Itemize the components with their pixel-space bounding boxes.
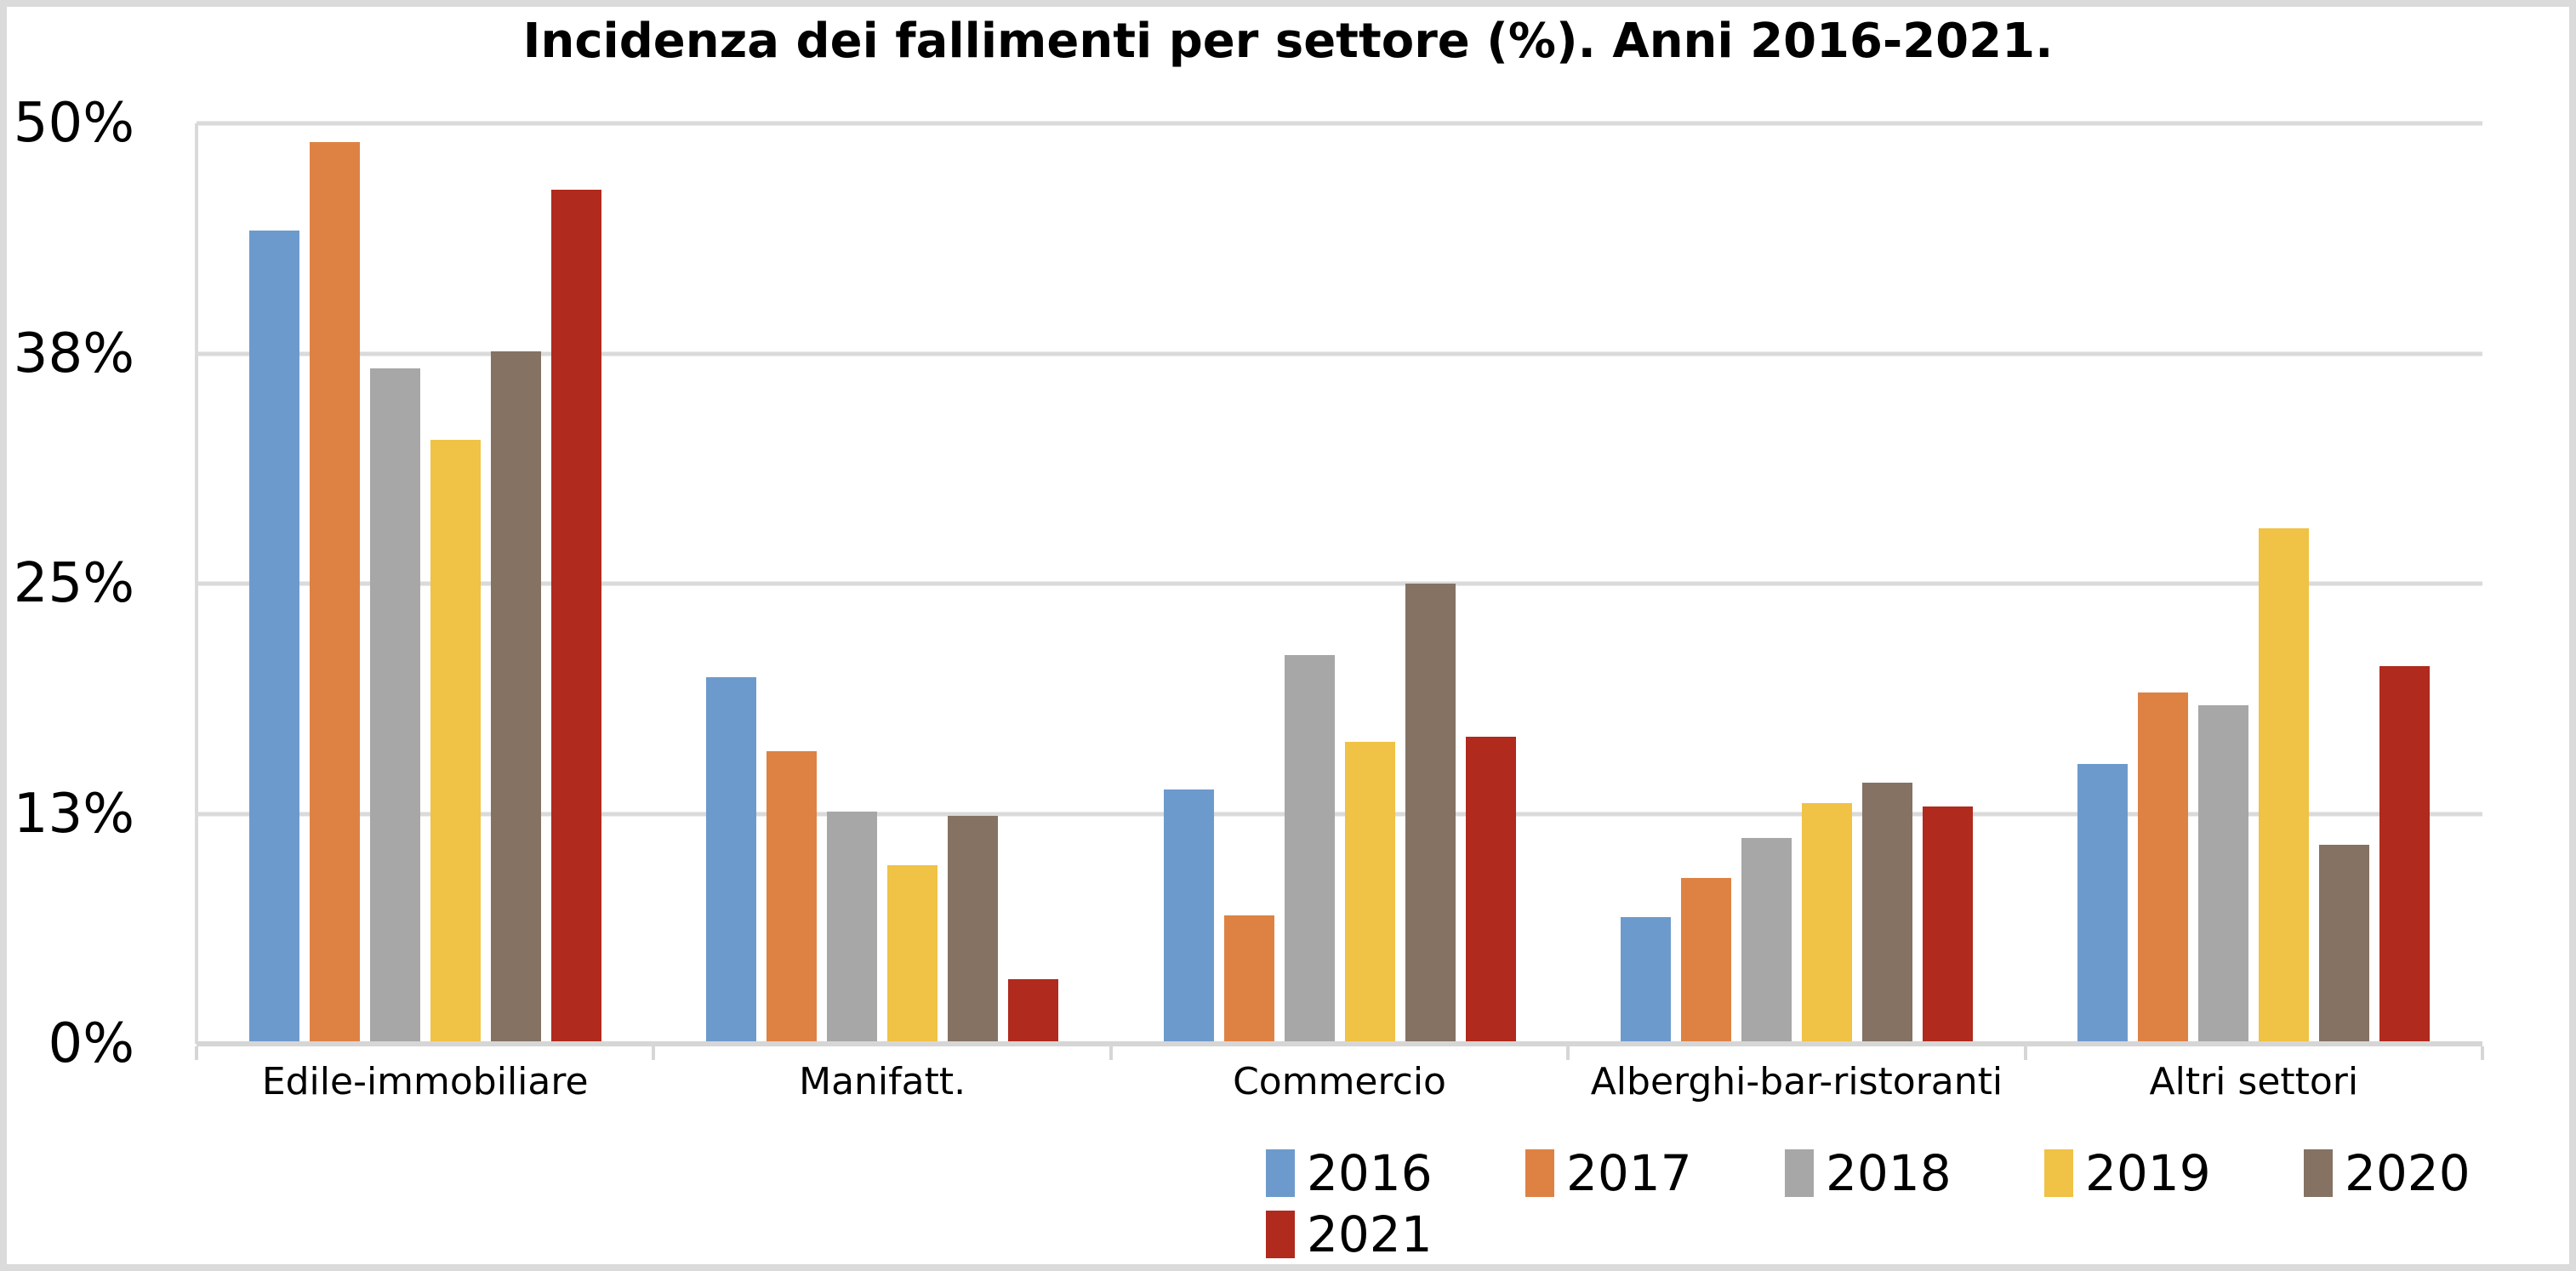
chart-title: Incidenza dei fallimenti per settore (%)… xyxy=(522,14,2054,69)
legend-swatch-2021 xyxy=(1266,1211,1295,1258)
y-tick-label: 25% xyxy=(13,552,134,615)
category-boundary-tick xyxy=(1566,1046,1570,1060)
gridline-50% xyxy=(197,121,2482,126)
legend-swatch-2019 xyxy=(2044,1149,2073,1197)
gridline-38% xyxy=(197,351,2482,356)
legend-swatch-2020 xyxy=(2304,1149,2333,1197)
legend-label: 2016 xyxy=(1307,1144,1433,1202)
legend-swatch-2018 xyxy=(1785,1149,1814,1197)
legend-item-2020: 2020 xyxy=(2304,1147,2563,1200)
legend-item-2021: 2021 xyxy=(1266,1208,1525,1261)
legend-item-2017: 2017 xyxy=(1525,1147,1785,1200)
bar-2016-manifatt- xyxy=(706,677,757,1044)
bar-2018-manifatt- xyxy=(827,812,878,1044)
x-label-alberghi-bar-ristoranti: Alberghi-bar-ristoranti xyxy=(1590,1060,2003,1103)
bar-group-edile-immobiliare xyxy=(197,123,653,1044)
bar-2017-manifatt- xyxy=(767,750,818,1044)
legend-swatch-2016 xyxy=(1266,1149,1295,1197)
bar-2021-edile-immobiliare xyxy=(550,189,601,1044)
category-boundary-tick xyxy=(195,1046,198,1060)
legend-item-2019: 2019 xyxy=(2044,1147,2304,1200)
x-axis-labels: Edile-immobiliare Manifatt. Commercio Alber… xyxy=(197,1060,2482,1105)
bar-2020-commercio xyxy=(1405,584,1456,1044)
bar-2018-commercio xyxy=(1284,655,1335,1044)
legend-label: 2020 xyxy=(2345,1144,2471,1202)
bar-2020-edile-immobiliare xyxy=(490,351,541,1044)
bar-2020-manifatt- xyxy=(948,815,999,1044)
category-boundary-tick xyxy=(652,1046,656,1060)
gridline-25% xyxy=(197,581,2482,586)
x-label-altri-settori: Altri settori xyxy=(2149,1060,2359,1103)
bar-2017-edile-immobiliare xyxy=(309,141,360,1044)
bar-2021-manifatt- xyxy=(1008,979,1059,1044)
legend-label: 2018 xyxy=(1826,1144,1952,1202)
legend-label: 2021 xyxy=(1307,1205,1433,1263)
bar-groups xyxy=(197,123,2482,1044)
bar-2021-altri-settori xyxy=(2379,666,2431,1044)
y-axis: 50% 38% 25% 13% 0% xyxy=(7,96,134,1071)
x-label-commercio: Commercio xyxy=(1233,1060,1446,1103)
bar-2019-altri-settori xyxy=(2259,528,2310,1044)
category-boundary-tick xyxy=(1108,1046,1113,1060)
plot-area xyxy=(195,121,2484,1060)
gridline-13% xyxy=(197,812,2482,816)
bar-2016-alberghi-bar-ristoranti xyxy=(1620,916,1671,1044)
y-axis-line xyxy=(195,123,198,1044)
bar-2017-commercio xyxy=(1223,915,1274,1044)
bar-group-manifatt- xyxy=(653,123,1110,1044)
bar-2017-altri-settori xyxy=(2138,692,2189,1044)
bar-2021-commercio xyxy=(1465,736,1516,1044)
bar-group-altri-settori xyxy=(2026,123,2482,1044)
bar-2019-alberghi-bar-ristoranti xyxy=(1801,802,1852,1044)
bar-2019-manifatt- xyxy=(887,865,938,1044)
x-label-edile-immobiliare: Edile-immobiliare xyxy=(261,1060,589,1103)
x-label-manifatt-: Manifatt. xyxy=(799,1060,966,1103)
bar-2017-alberghi-bar-ristoranti xyxy=(1680,878,1731,1044)
bar-2016-edile-immobiliare xyxy=(248,230,299,1044)
bar-2021-alberghi-bar-ristoranti xyxy=(1922,806,1973,1044)
bar-2018-alberghi-bar-ristoranti xyxy=(1741,837,1792,1044)
y-tick-label: 38% xyxy=(13,322,134,385)
bar-2018-edile-immobiliare xyxy=(369,368,420,1044)
bar-2016-commercio xyxy=(1163,789,1214,1044)
bar-group-commercio xyxy=(1111,123,1568,1044)
category-boundary-tick xyxy=(2023,1046,2027,1060)
bar-group-alberghi-bar-ristoranti xyxy=(1568,123,2025,1044)
legend-label: 2019 xyxy=(2085,1144,2211,1202)
legend-item-2018: 2018 xyxy=(1785,1147,2044,1200)
x-axis-line xyxy=(197,1041,2482,1046)
bar-2018-altri-settori xyxy=(2198,704,2249,1044)
bar-2016-altri-settori xyxy=(2077,764,2129,1044)
bar-2020-alberghi-bar-ristoranti xyxy=(1861,782,1912,1044)
bar-2019-edile-immobiliare xyxy=(430,440,481,1044)
legend-swatch-2017 xyxy=(1525,1149,1554,1197)
bar-2020-altri-settori xyxy=(2319,845,2370,1044)
legend-label: 2017 xyxy=(1566,1144,1692,1202)
y-tick-label: 13% xyxy=(13,782,134,846)
y-tick-label: 0% xyxy=(48,1012,134,1075)
y-tick-label: 50% xyxy=(13,92,134,155)
bar-2019-commercio xyxy=(1344,742,1395,1044)
category-boundary-tick xyxy=(2481,1046,2484,1060)
legend: 2016 2017 2018 2019 2020 2021 xyxy=(1266,1147,2569,1261)
legend-item-2016: 2016 xyxy=(1266,1147,1525,1200)
